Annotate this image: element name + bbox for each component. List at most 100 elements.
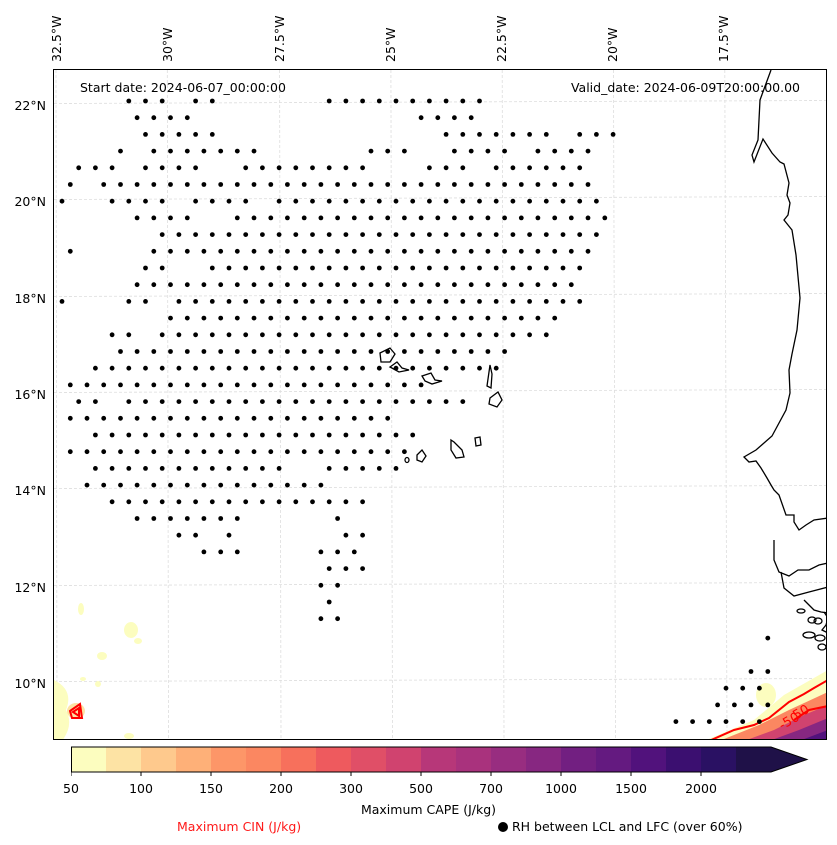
rh-dot [552,282,558,288]
rh-dot [368,349,374,354]
rh-dot [335,248,340,254]
rh-dot [460,198,466,204]
rh-dot [468,182,474,187]
rh-dot [376,265,382,271]
rh-dot [209,198,215,204]
rh-dot [510,265,516,271]
rh-dot [527,198,532,204]
rh-dot [435,349,441,354]
rh-dot [740,685,746,691]
rh-dot [234,148,240,154]
rh-dot [126,198,132,204]
rh-dot [218,415,224,421]
rh-dot [293,365,299,371]
rh-dot [527,299,532,304]
cin-contour [793,705,826,721]
rh-dot [368,449,374,455]
rh-dot [209,466,215,471]
map-panel[interactable]: -50 50 Start date: 2024-06-07_00:00:00 Va… [53,69,827,740]
rh-dot [318,282,324,288]
cape-area [804,730,826,739]
colorbar-tick-label: 1000 [545,781,577,796]
rh-dot [193,232,199,238]
rh-dot [443,198,449,204]
colorbar-tick-label: 500 [409,781,433,796]
rh-dot [343,532,349,538]
rh-dot [310,432,315,438]
colorbar-segment [596,747,632,772]
rh-dot [268,415,274,421]
rh-dot [518,182,524,187]
rh-dot [368,415,374,421]
rh-dot [201,315,207,321]
rh-dot [268,315,274,321]
cape-verde-island [388,361,410,373]
rh-dot [268,382,274,388]
rh-dot [184,382,190,388]
rh-dot [452,182,457,187]
rh-dot [301,315,307,321]
rh-dot [318,248,324,254]
rh-dot [193,499,199,505]
cape-verde-island [379,347,396,363]
coastline [379,70,826,651]
rh-dot [260,399,265,404]
rh-dot [385,349,391,354]
rh-dot [376,432,382,438]
rh-dot [176,399,182,404]
rh-dot [452,282,457,288]
rh-dot [485,315,491,321]
rh-dot [143,432,148,438]
rh-dot [552,315,558,321]
meridian [501,70,505,739]
rh-dot [360,165,365,171]
rh-dot [143,132,148,137]
rh-dot [109,332,115,338]
rh-dot [527,332,532,338]
rh-dot [159,432,165,438]
rh-dot [151,215,157,221]
rh-dot [318,382,324,388]
rh-dot [67,415,73,421]
rh-dot [335,315,340,321]
rh-dot [101,482,107,488]
colorbar-segment [246,747,282,772]
rh-dot [118,148,123,154]
rh-dot [251,482,257,488]
rh-dot [168,115,173,121]
rh-dot [226,198,232,204]
rh-dot [435,182,441,187]
rh-dot [477,365,482,371]
rh-dot [134,415,140,421]
rh-dot [527,265,532,271]
rh-dot [543,299,549,304]
rh-dot [251,449,257,455]
rh-dot [560,198,566,204]
rh-dot [468,248,474,254]
rh-dot [234,415,240,421]
rh-dot [351,248,357,254]
rh-dot [602,215,608,221]
parallel [54,389,826,393]
rh-dot [134,482,140,488]
rh-dot [184,215,190,221]
colorbar-segment [701,747,737,772]
coastline-island [796,608,806,614]
colorbar-tick-label: 2000 [685,781,717,796]
rh-dot [218,382,224,388]
rh-dot [543,132,549,137]
rh-dot [285,382,290,388]
rh-dot [568,148,574,154]
rh-dot [201,148,207,154]
rh-dot [543,265,549,271]
rh-dot [209,232,215,238]
rh-dot [318,215,324,221]
colorbar-segment [106,747,142,772]
colorbar-tick-label: 300 [339,781,363,796]
rh-dot [351,182,357,187]
rh-dot [301,349,307,354]
rh-dot [168,516,173,521]
rh-dot [168,282,173,288]
rh-dot [184,349,190,354]
coastline-island [817,643,826,651]
